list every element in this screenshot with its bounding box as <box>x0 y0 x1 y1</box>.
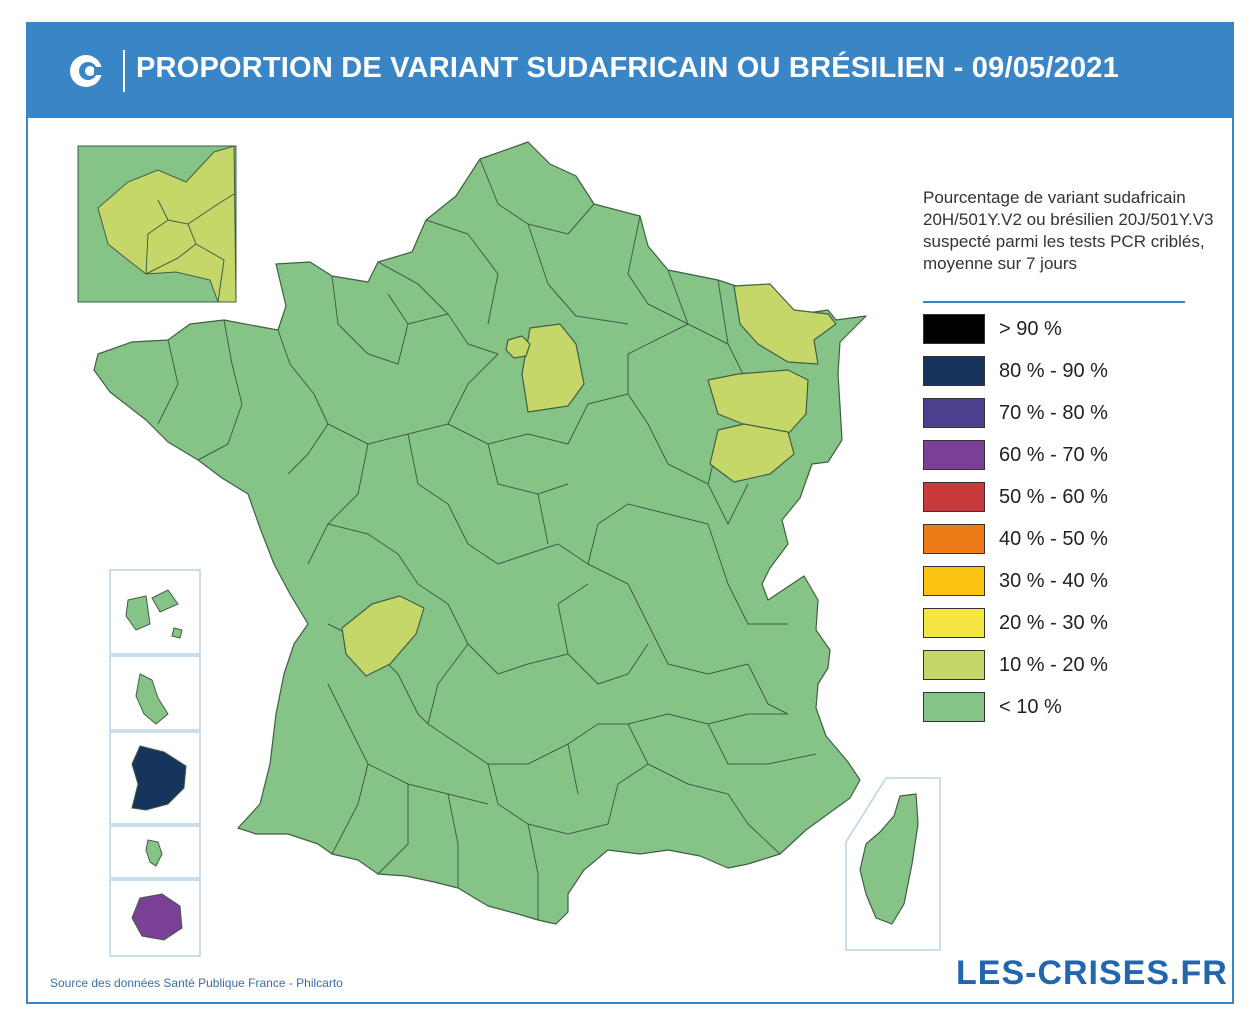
legend-label: 40 % - 50 % <box>999 528 1108 550</box>
guadeloupe-inset <box>109 569 201 655</box>
legend-swatch <box>923 524 985 554</box>
legend-label: < 10 % <box>999 696 1062 718</box>
map-frame: PROPORTION DE VARIANT SUDAFRICAIN OU BRÉ… <box>26 22 1234 1004</box>
legend-swatch <box>923 482 985 512</box>
legend-label: 50 % - 60 % <box>999 486 1108 508</box>
legend-swatch <box>923 650 985 680</box>
overseas-insets <box>109 569 201 957</box>
corsica-inset-frame <box>845 777 941 951</box>
legend-label: 70 % - 80 % <box>999 402 1108 424</box>
region-seine-et-marne <box>521 323 585 413</box>
legend-label: 20 % - 30 % <box>999 612 1108 634</box>
legend-label: 10 % - 20 % <box>999 654 1108 676</box>
legend-label: 30 % - 40 % <box>999 570 1108 592</box>
guyane-inset <box>109 731 201 825</box>
france-mainland <box>93 141 867 925</box>
reunion-inset <box>109 879 201 957</box>
legend-swatch <box>923 440 985 470</box>
page-title: PROPORTION DE VARIANT SUDAFRICAIN OU BRÉ… <box>136 52 1119 84</box>
legend-divider <box>923 301 1185 303</box>
idf-inset <box>77 145 237 303</box>
legend-swatch <box>923 356 985 386</box>
legend-swatch <box>923 314 985 344</box>
mayotte-inset <box>109 825 201 879</box>
legend-label: 80 % - 90 % <box>999 360 1108 382</box>
legend-swatch <box>923 608 985 638</box>
idf-inset-region <box>97 145 237 303</box>
region-charente <box>341 595 425 677</box>
legend-label: 60 % - 70 % <box>999 444 1108 466</box>
france-map <box>77 141 941 957</box>
region-haute-marne-vosges <box>707 369 809 435</box>
legend-swatch <box>923 566 985 596</box>
source-note: Source des données Santé Publique France… <box>50 976 343 990</box>
header-bar: PROPORTION DE VARIANT SUDAFRICAIN OU BRÉ… <box>28 24 1232 118</box>
region-paris <box>505 335 531 359</box>
metropolitan-france <box>93 141 919 925</box>
legend-label: > 90 % <box>999 318 1062 340</box>
idf-inset-borders <box>145 193 235 303</box>
region-haute-saone <box>709 423 795 483</box>
brand-logo: LES-CRISES.FR <box>956 954 1228 992</box>
legend-swatch <box>923 398 985 428</box>
region-moselle <box>733 283 837 365</box>
legend-title: Pourcentage de variant sudafricain 20H/5… <box>923 188 1214 273</box>
header-separator <box>123 50 125 92</box>
corsica <box>859 793 919 925</box>
department-borders <box>157 158 817 920</box>
martinique-inset <box>109 655 201 731</box>
legend-swatch <box>923 692 985 722</box>
les-crises-c-icon <box>70 55 104 87</box>
